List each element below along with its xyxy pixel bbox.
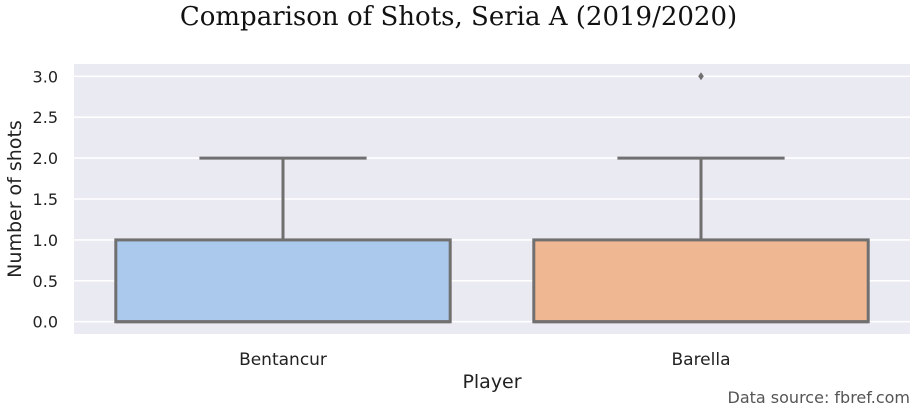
y-tick-label: 3.0 (33, 67, 58, 86)
box-barella (532, 72, 870, 324)
y-tick-label: 2.5 (33, 108, 58, 127)
outlier-point (698, 72, 704, 81)
data-source-note: Data source: fbref.com (727, 388, 910, 407)
x-axis-ticks: Bentancur Barella (239, 350, 730, 370)
y-axis-label: Number of shots (4, 120, 26, 278)
y-axis-ticks: 0.0 0.5 1.0 1.5 2.0 2.5 3.0 (33, 67, 58, 331)
x-tick-label: Barella (671, 350, 730, 370)
y-tick-label: 0.5 (33, 272, 58, 291)
y-tick-label: 1.0 (33, 231, 58, 250)
y-tick-label: 2.0 (33, 149, 58, 168)
y-tick-label: 1.5 (33, 190, 58, 209)
box-series (114, 72, 870, 324)
x-tick-label: Bentancur (239, 350, 327, 370)
box-body (532, 238, 870, 324)
box-body (114, 238, 452, 324)
chart-title: Comparison of Shots, Seria A (2019/2020) (179, 2, 738, 32)
x-axis-label: Player (462, 371, 521, 393)
box-bentancur (114, 156, 452, 324)
y-tick-label: 0.0 (33, 313, 58, 332)
